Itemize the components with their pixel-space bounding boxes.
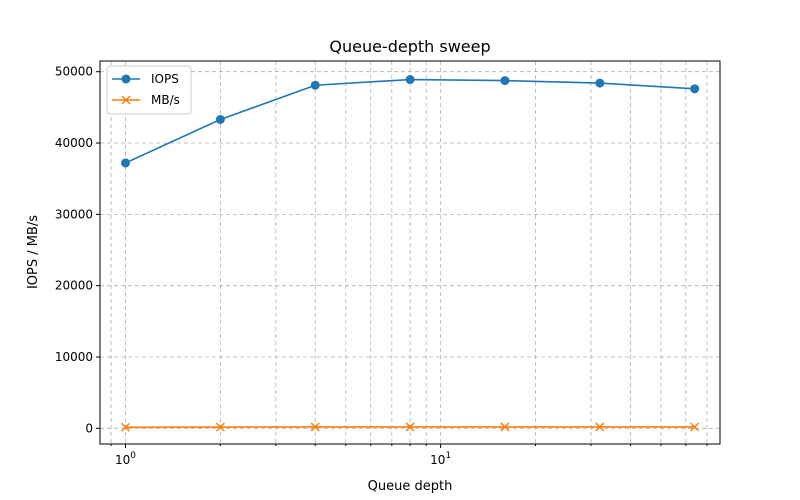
data-point-mb-s bbox=[405, 422, 415, 432]
legend: IOPS MB/s bbox=[106, 65, 192, 115]
data-point-iops bbox=[405, 75, 415, 85]
legend-marker-mb-s bbox=[121, 95, 131, 105]
series-mb-s bbox=[120, 422, 700, 432]
data-point-mb-s bbox=[120, 422, 131, 432]
grid-layer bbox=[100, 61, 720, 444]
x-axis-label: Queue depth bbox=[368, 479, 453, 494]
legend-entry-iops: IOPS bbox=[112, 72, 179, 86]
y-axis-label: IOPS / MB/s bbox=[26, 215, 41, 289]
legend-label-mb-s: MB/s bbox=[151, 93, 180, 107]
y-tick-label: 40000 bbox=[55, 136, 93, 150]
legend-marker-iops bbox=[121, 74, 131, 84]
data-point-iops bbox=[595, 78, 605, 88]
series-layer bbox=[120, 75, 700, 432]
tick-layer: 100 101 0 10000 20000 30000 40000 50000 bbox=[55, 65, 708, 467]
data-point-iops bbox=[121, 158, 131, 168]
data-point-iops bbox=[310, 80, 320, 90]
legend-entry-mb-s: MB/s bbox=[112, 93, 180, 107]
y-tick-label: 20000 bbox=[55, 279, 93, 293]
y-tick-label: 10000 bbox=[55, 350, 93, 364]
legend-label-iops: IOPS bbox=[151, 72, 179, 86]
x-tick-label: 101 bbox=[430, 451, 451, 467]
y-tick-label: 0 bbox=[85, 421, 93, 435]
chart-title: Queue-depth sweep bbox=[329, 37, 490, 56]
y-tick-label: 50000 bbox=[55, 65, 93, 79]
data-point-iops bbox=[690, 84, 700, 94]
series-iops bbox=[121, 75, 700, 168]
data-point-mb-s bbox=[310, 422, 320, 432]
data-point-iops bbox=[215, 114, 225, 124]
data-point-mb-s bbox=[690, 422, 700, 432]
data-point-iops bbox=[500, 76, 510, 86]
data-point-mb-s bbox=[215, 422, 225, 432]
data-point-mb-s bbox=[595, 422, 605, 432]
data-point-mb-s bbox=[500, 422, 510, 432]
y-tick-label: 30000 bbox=[55, 207, 93, 221]
x-tick-label: 100 bbox=[115, 451, 136, 467]
